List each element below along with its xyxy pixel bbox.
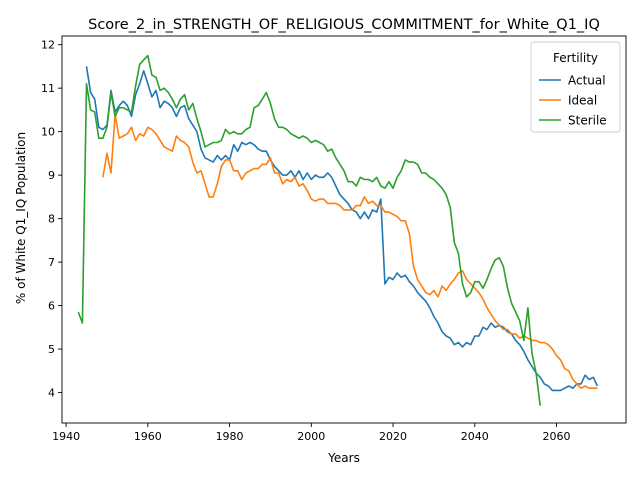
legend-label-ideal: Ideal (568, 94, 597, 108)
legend-items: Actual Ideal Sterile (539, 74, 607, 128)
x-tick-label: 2040 (461, 430, 489, 443)
x-axis-label: Years (327, 451, 360, 465)
x-tick-label: 1980 (216, 430, 244, 443)
y-tick-label: 6 (48, 300, 55, 313)
series-layer (77, 54, 599, 406)
series-line-ideal (102, 113, 598, 389)
x-tick-label: 2060 (543, 430, 571, 443)
plot-frame (61, 35, 627, 424)
y-tick-label: 9 (48, 169, 55, 182)
legend-label-sterile: Sterile (568, 114, 607, 128)
legend-title: Fertility (553, 51, 598, 65)
y-tick-label: 8 (48, 213, 55, 226)
legend-label-actual: Actual (568, 74, 606, 88)
legend-box (530, 41, 621, 133)
y-axis-label: % of White Q1_IQ Population (14, 132, 28, 304)
y-tick-label: 4 (48, 387, 55, 400)
y-tick-label: 7 (48, 256, 55, 269)
y-tick-label: 12 (41, 39, 55, 52)
y-tick-label: 11 (41, 82, 55, 95)
x-axis-ticks: 1940 1960 1980 2000 2020 2040 2060 (52, 423, 571, 443)
y-tick-label: 5 (48, 343, 55, 356)
y-axis-ticks: 4 5 6 7 8 9 10 11 12 (41, 39, 62, 400)
series-line-sterile (77, 54, 541, 406)
x-tick-label: 2000 (297, 430, 325, 443)
legend: Fertility Actual Ideal Sterile (530, 41, 621, 133)
y-tick-label: 10 (41, 126, 55, 139)
x-tick-label: 2020 (379, 430, 407, 443)
chart-title: Score_2_in_STRENGTH_OF_RELIGIOUS_COMMITM… (88, 17, 600, 33)
x-tick-label: 1960 (134, 430, 162, 443)
series-line-actual (85, 66, 599, 392)
x-tick-label: 1940 (52, 430, 80, 443)
